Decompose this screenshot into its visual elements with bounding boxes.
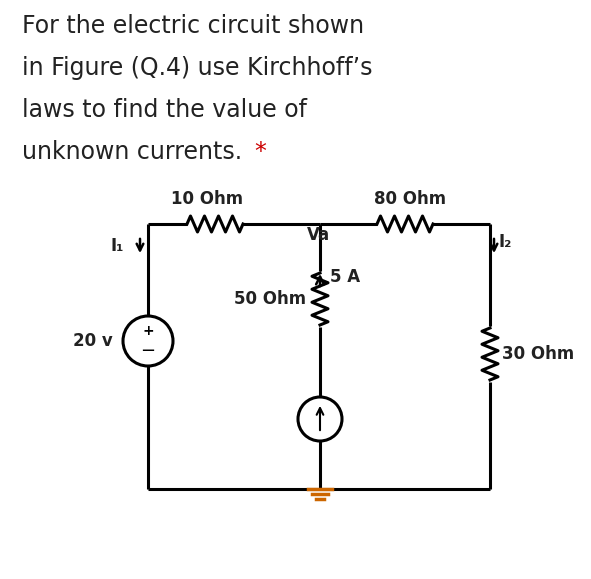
- Text: −: −: [141, 342, 155, 360]
- Text: 10 Ohm: 10 Ohm: [171, 190, 243, 208]
- Text: in Figure (Q.4) use Kirchhoff’s: in Figure (Q.4) use Kirchhoff’s: [22, 56, 372, 80]
- Text: 20 v: 20 v: [73, 332, 113, 350]
- Text: laws to find the value of: laws to find the value of: [22, 98, 307, 122]
- Text: +: +: [142, 324, 154, 338]
- Text: 80 Ohm: 80 Ohm: [374, 190, 446, 208]
- Text: For the electric circuit shown: For the electric circuit shown: [22, 14, 364, 38]
- Text: I₂: I₂: [498, 233, 511, 251]
- Text: Va: Va: [307, 226, 330, 244]
- Text: unknown currents.: unknown currents.: [22, 140, 249, 164]
- Text: 5 A: 5 A: [330, 268, 360, 286]
- Text: *: *: [254, 140, 266, 164]
- Text: 30 Ohm: 30 Ohm: [502, 345, 574, 363]
- Text: 50 Ohm: 50 Ohm: [234, 290, 306, 308]
- Text: I₁: I₁: [110, 237, 124, 255]
